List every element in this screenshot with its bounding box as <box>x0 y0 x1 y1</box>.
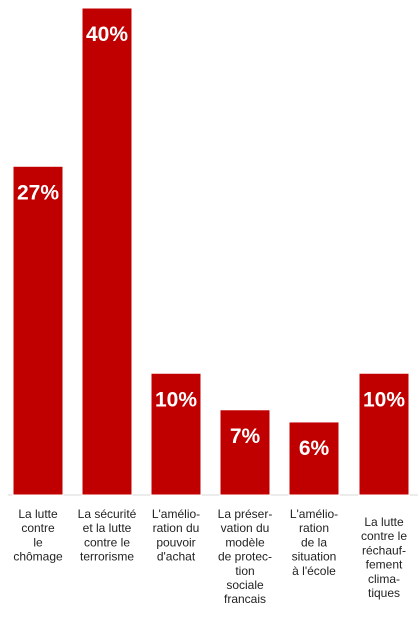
bar-value-label-1: 27% <box>17 181 59 204</box>
category-label-2: La sécurité et la lutte contre le terrorism… <box>78 507 137 564</box>
bar-value-label-2: 40% <box>86 23 128 46</box>
category-labels-group: La lutte contre le chômage La sécurité et la … <box>13 507 407 606</box>
category-label-1: La lutte contre le chômage <box>13 507 63 564</box>
value-labels-group: 27% 40% 10% 7% 6% 10% <box>17 23 405 460</box>
category-label-5: L'amélio-ration de la situation à l'école <box>290 507 338 578</box>
bar-1 <box>13 166 63 495</box>
bars-group <box>13 8 409 495</box>
bar-value-label-4: 7% <box>230 425 261 448</box>
bar-4 <box>220 410 270 495</box>
bar-value-label-3: 10% <box>155 388 197 411</box>
bar-value-label-5: 6% <box>299 437 330 460</box>
bar-value-label-6: 10% <box>363 388 405 411</box>
category-label-3: L'amélio-ration du pouvoir d'achat <box>152 507 200 564</box>
category-label-4: La préser-vation du modèle de protec-tion s… <box>218 507 273 606</box>
bar-2 <box>82 8 132 495</box>
category-label-6: La lutte contre le réchauf-fement clima-tiq… <box>361 515 407 600</box>
